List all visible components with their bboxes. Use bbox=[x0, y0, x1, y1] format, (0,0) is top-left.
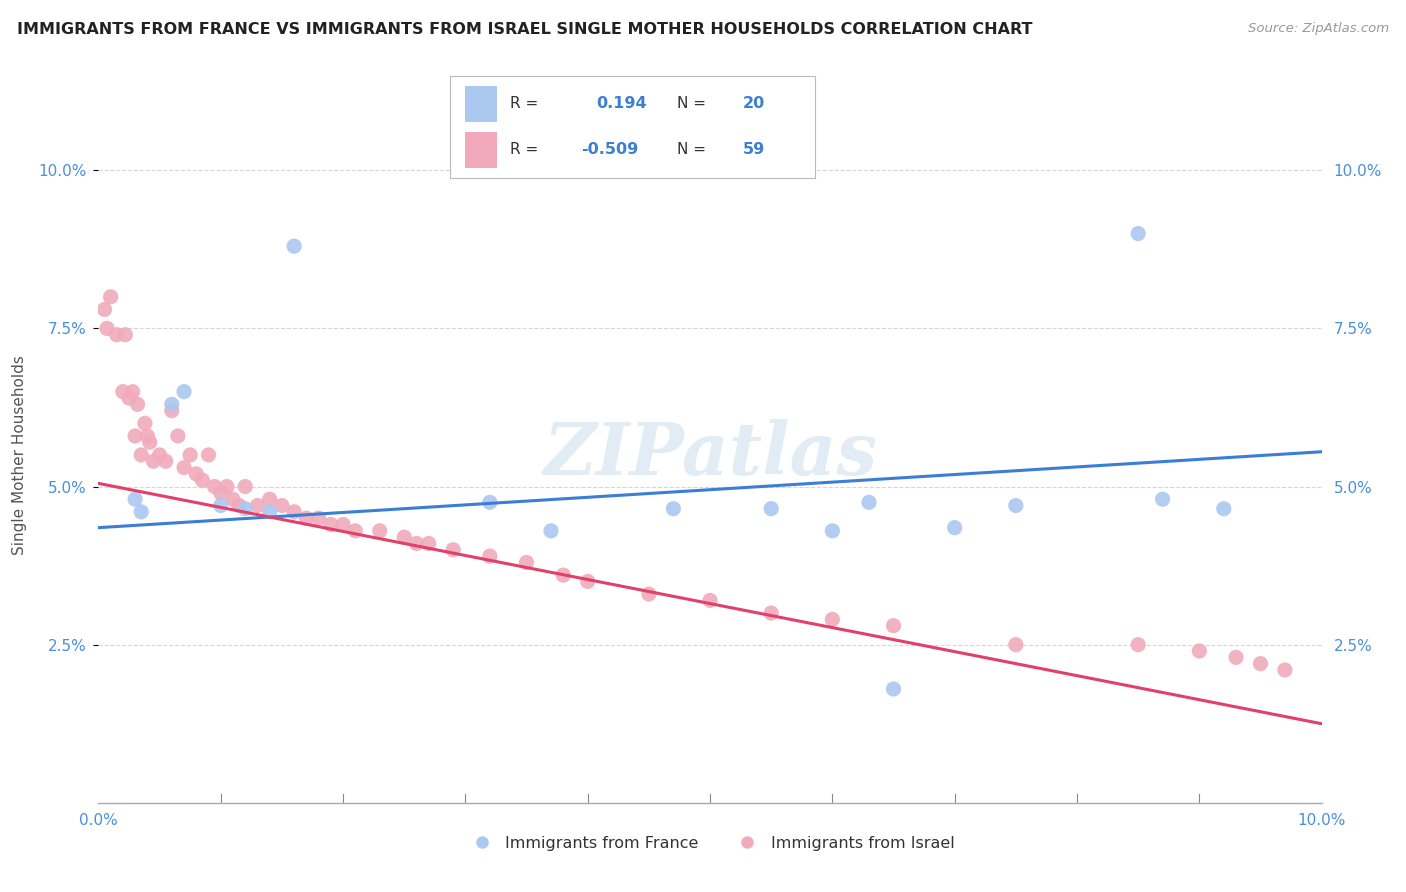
Point bbox=[821, 524, 844, 538]
Point bbox=[405, 536, 427, 550]
Point bbox=[129, 505, 152, 519]
Point bbox=[93, 302, 115, 317]
Point bbox=[259, 505, 281, 519]
Point bbox=[134, 417, 156, 431]
Point bbox=[167, 429, 190, 443]
Point bbox=[699, 593, 721, 607]
Point bbox=[1128, 638, 1150, 652]
Point bbox=[368, 524, 391, 538]
Point bbox=[883, 681, 905, 696]
Point bbox=[418, 536, 440, 550]
Text: -0.509: -0.509 bbox=[582, 142, 638, 157]
Point bbox=[191, 473, 214, 487]
Point bbox=[155, 454, 177, 468]
Point bbox=[821, 612, 844, 626]
Point bbox=[283, 239, 305, 253]
Text: R =: R = bbox=[510, 96, 538, 111]
Point bbox=[332, 517, 354, 532]
Text: IMMIGRANTS FROM FRANCE VS IMMIGRANTS FROM ISRAEL SINGLE MOTHER HOUSEHOLDS CORREL: IMMIGRANTS FROM FRANCE VS IMMIGRANTS FRO… bbox=[17, 22, 1032, 37]
Point bbox=[1152, 492, 1174, 507]
Point bbox=[96, 321, 118, 335]
Point bbox=[204, 479, 226, 493]
Point bbox=[1274, 663, 1296, 677]
Text: 0.194: 0.194 bbox=[596, 96, 647, 111]
Point bbox=[1004, 638, 1026, 652]
Point bbox=[105, 327, 128, 342]
Point bbox=[129, 448, 152, 462]
Point bbox=[136, 429, 159, 443]
Point bbox=[139, 435, 162, 450]
Point bbox=[149, 448, 172, 462]
Point bbox=[228, 499, 250, 513]
Point bbox=[637, 587, 661, 601]
Point bbox=[392, 530, 416, 544]
Point bbox=[478, 495, 501, 509]
Point bbox=[308, 511, 330, 525]
Point bbox=[270, 499, 294, 513]
Point bbox=[516, 556, 538, 570]
Point bbox=[173, 460, 195, 475]
Point bbox=[100, 290, 122, 304]
Point bbox=[1004, 499, 1026, 513]
Point bbox=[1128, 227, 1150, 241]
Point bbox=[127, 397, 149, 411]
Point bbox=[283, 505, 305, 519]
Point bbox=[943, 521, 966, 535]
Point bbox=[319, 517, 342, 532]
Point bbox=[197, 448, 219, 462]
Point bbox=[114, 327, 136, 342]
Point bbox=[121, 384, 143, 399]
Point bbox=[209, 499, 232, 513]
Point bbox=[441, 542, 464, 557]
Legend: Immigrants from France, Immigrants from Israel: Immigrants from France, Immigrants from … bbox=[460, 830, 960, 857]
Point bbox=[160, 397, 183, 411]
Point bbox=[186, 467, 208, 481]
Point bbox=[1225, 650, 1247, 665]
FancyBboxPatch shape bbox=[464, 132, 498, 168]
Text: N =: N = bbox=[676, 96, 706, 111]
Point bbox=[576, 574, 599, 589]
Point bbox=[160, 403, 183, 417]
Point bbox=[209, 486, 232, 500]
Text: N =: N = bbox=[676, 142, 706, 157]
Point bbox=[761, 606, 783, 620]
Point bbox=[246, 499, 269, 513]
Point bbox=[858, 495, 880, 509]
Point bbox=[344, 524, 367, 538]
Point bbox=[295, 511, 318, 525]
Point bbox=[1250, 657, 1272, 671]
Text: 20: 20 bbox=[742, 96, 765, 111]
Point bbox=[233, 479, 256, 493]
Text: ZIPatlas: ZIPatlas bbox=[543, 419, 877, 491]
Point bbox=[222, 492, 245, 507]
Point bbox=[179, 448, 201, 462]
Point bbox=[761, 501, 783, 516]
Point bbox=[111, 384, 134, 399]
Point bbox=[662, 501, 685, 516]
Text: Source: ZipAtlas.com: Source: ZipAtlas.com bbox=[1249, 22, 1389, 36]
Point bbox=[553, 568, 575, 582]
Point bbox=[540, 524, 562, 538]
Y-axis label: Single Mother Households: Single Mother Households bbox=[13, 355, 27, 555]
Point bbox=[233, 501, 256, 516]
Point bbox=[478, 549, 501, 563]
FancyBboxPatch shape bbox=[464, 87, 498, 122]
Point bbox=[1188, 644, 1211, 658]
Point bbox=[124, 429, 146, 443]
Point bbox=[883, 618, 905, 632]
Point bbox=[173, 384, 195, 399]
Text: R =: R = bbox=[510, 142, 538, 157]
Point bbox=[259, 492, 281, 507]
Point bbox=[124, 492, 146, 507]
Point bbox=[142, 454, 165, 468]
Point bbox=[1212, 501, 1234, 516]
Point bbox=[118, 391, 141, 405]
Point bbox=[215, 479, 238, 493]
Text: 59: 59 bbox=[742, 142, 765, 157]
